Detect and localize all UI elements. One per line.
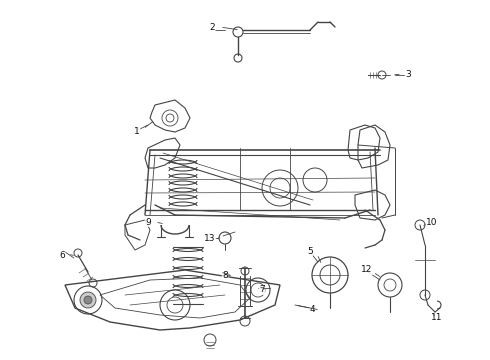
Text: 7: 7 bbox=[259, 285, 265, 294]
Text: 12: 12 bbox=[361, 266, 373, 274]
Text: 11: 11 bbox=[431, 314, 443, 323]
Text: 4: 4 bbox=[309, 306, 315, 315]
Text: 1: 1 bbox=[134, 126, 140, 135]
Circle shape bbox=[84, 296, 92, 304]
Text: 8: 8 bbox=[222, 270, 228, 279]
Text: 2: 2 bbox=[209, 23, 215, 32]
Text: 13: 13 bbox=[204, 234, 216, 243]
Circle shape bbox=[80, 292, 96, 308]
Text: 3: 3 bbox=[405, 69, 411, 78]
Text: 9: 9 bbox=[145, 217, 151, 226]
Text: 5: 5 bbox=[307, 247, 313, 256]
Text: 10: 10 bbox=[426, 217, 438, 226]
Text: 6: 6 bbox=[59, 252, 65, 261]
